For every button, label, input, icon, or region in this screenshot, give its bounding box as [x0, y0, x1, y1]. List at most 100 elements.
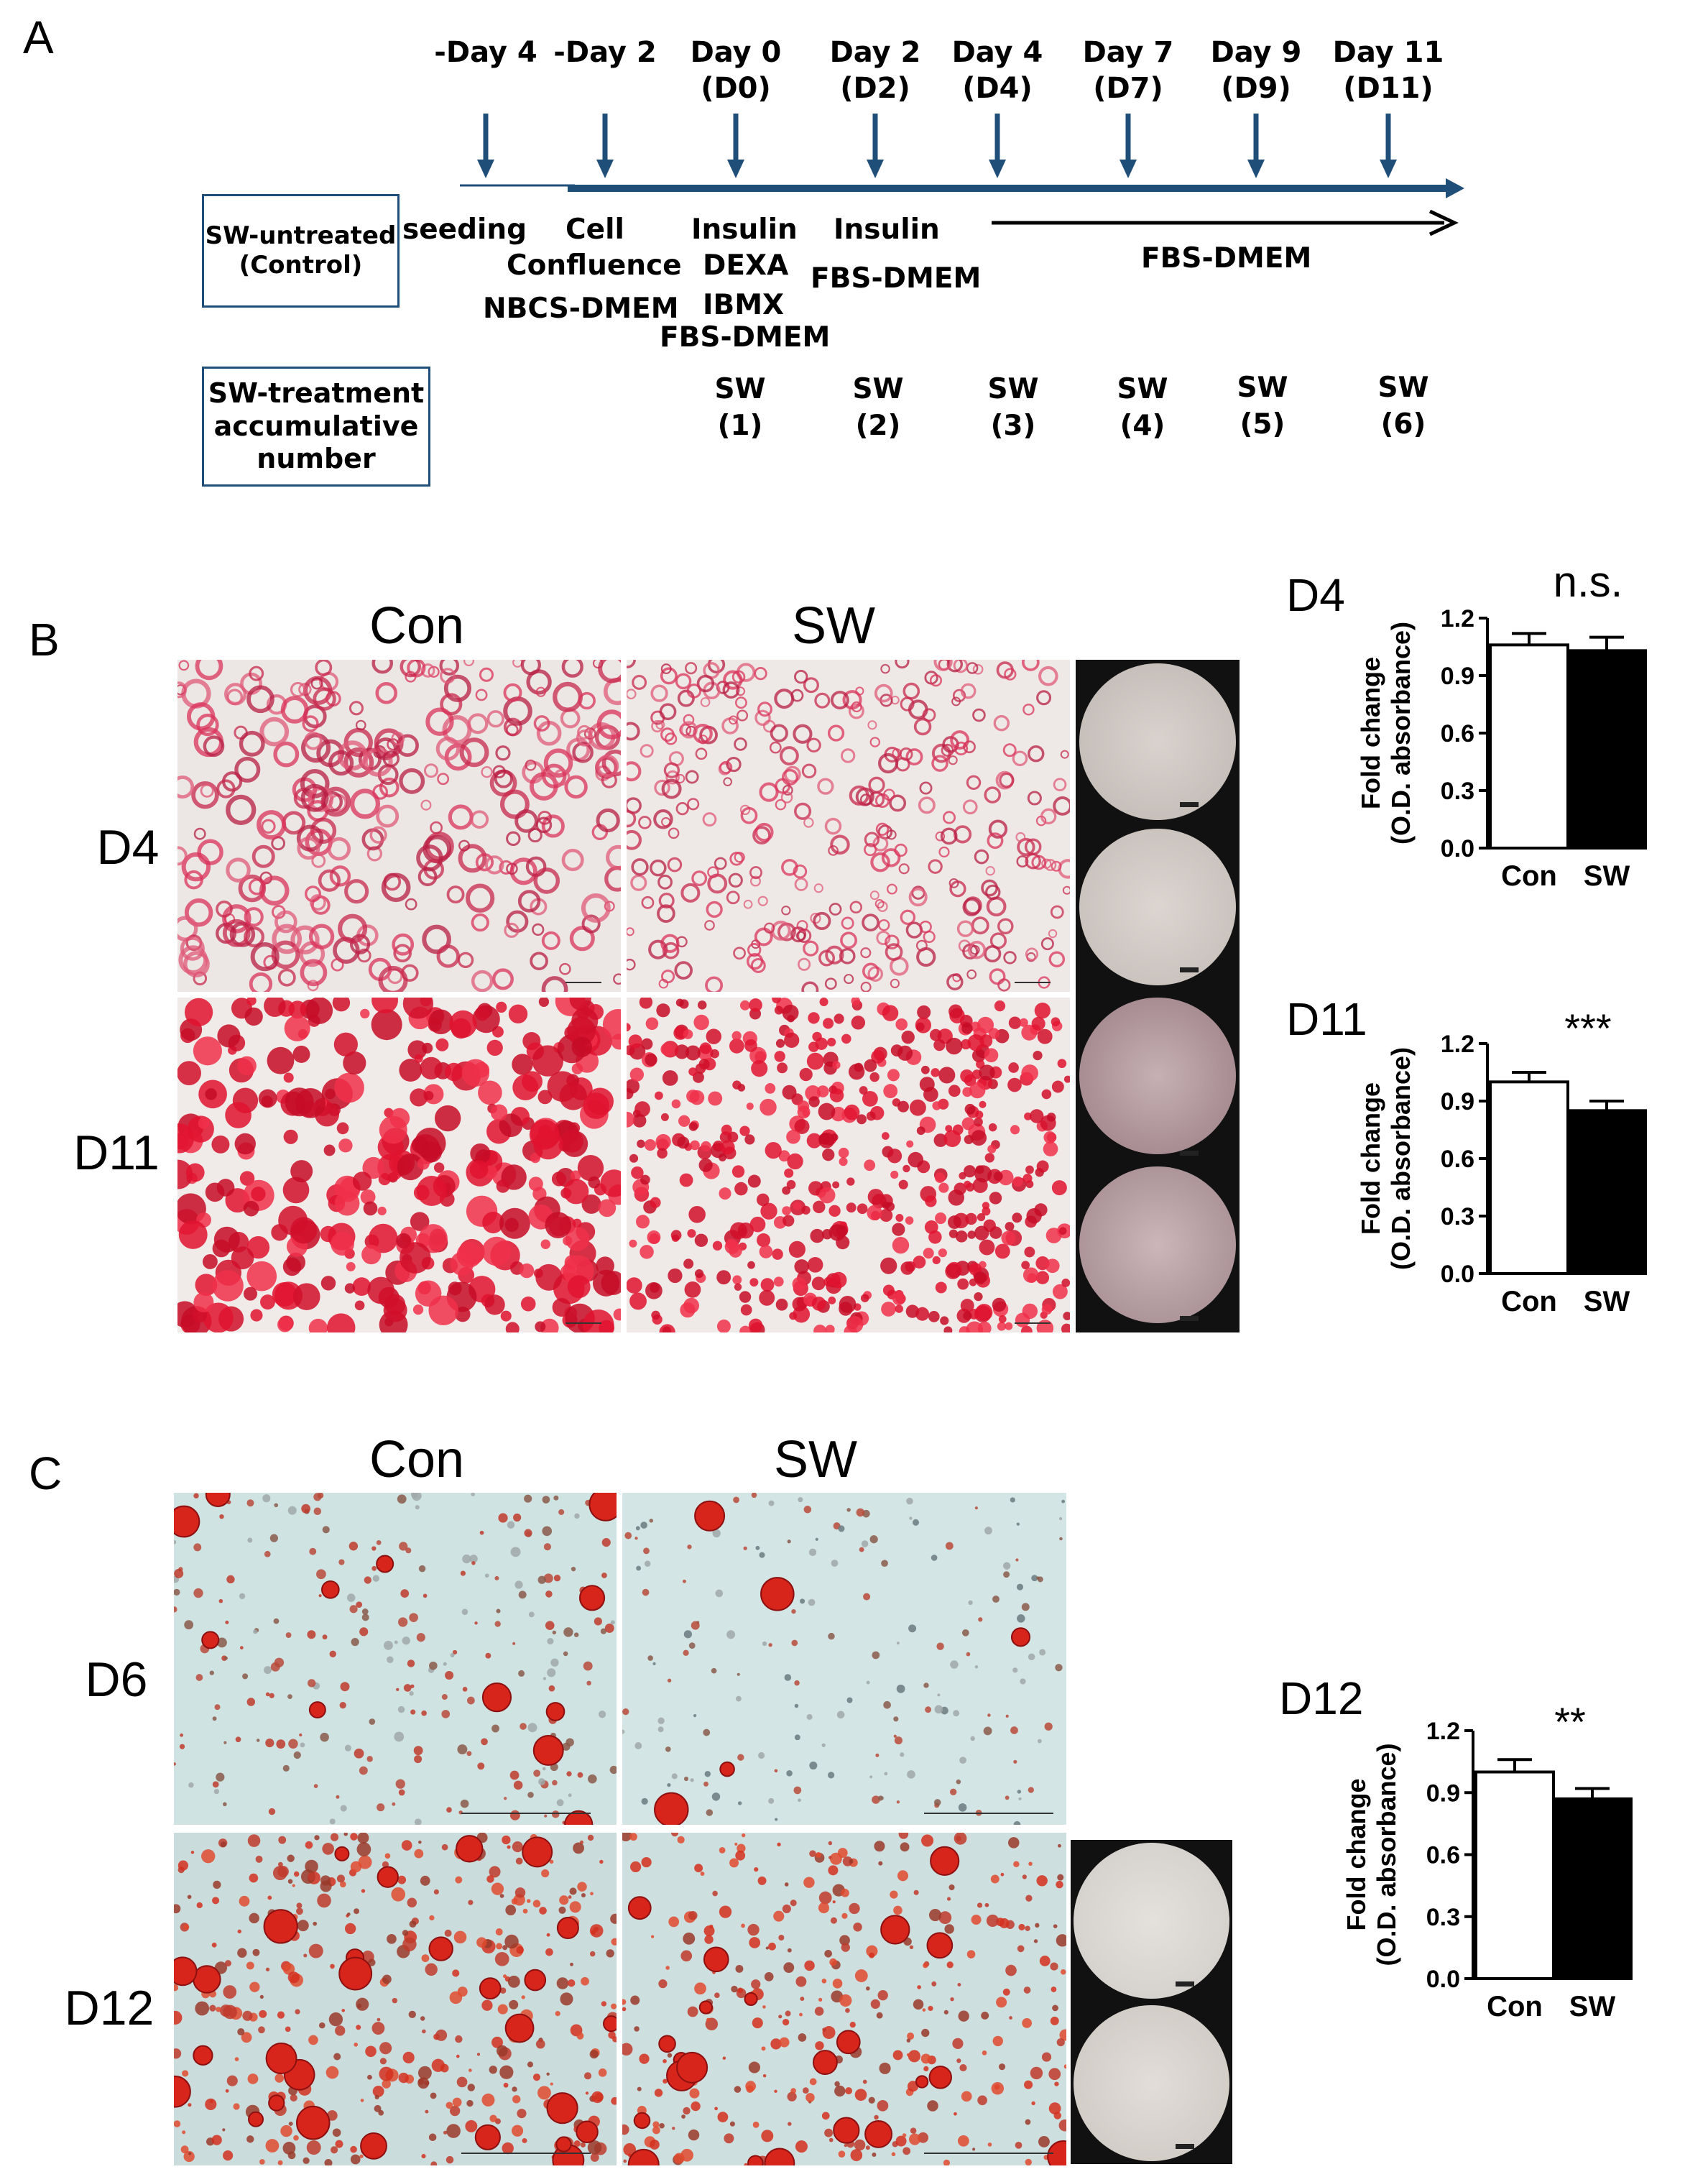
sw-item-count: (5) [1240, 408, 1285, 441]
panel-b-row-d4: D4 [96, 820, 160, 875]
sw-item-label: SW [714, 373, 766, 405]
day-label-line1: Day 7 [1082, 36, 1174, 69]
dish-b-sw-d11 [1079, 1166, 1236, 1323]
day-label-line1: -Day 4 [434, 36, 537, 69]
sw-item-count: (2) [855, 409, 901, 442]
panel-label-c: C [29, 1447, 63, 1499]
fbs-dmem-d0-label: FBS-DMEM [660, 321, 831, 354]
day-label-2: Day 0 (D0) [671, 34, 800, 106]
day-label-1: -Day 2 [540, 34, 670, 70]
day-label-6: Day 9 (D9) [1191, 34, 1321, 106]
panel-c-col-con: Con [369, 1431, 465, 1488]
day-arrows [477, 114, 1397, 178]
day-label-line2: (D11) [1343, 72, 1434, 105]
fbs-dmem-later-label: FBS-DMEM [1141, 242, 1312, 275]
control-box: SW-untreated (Control) [202, 194, 400, 308]
day-arrow-5 [1120, 114, 1137, 178]
y-tick-label: 0.6 [1441, 1146, 1474, 1173]
timeline-arrowhead [1446, 178, 1464, 198]
chart-c-d12: D12 ** Fold change(O.D. absorbance) 0.0 0.3 0… [1279, 1672, 1633, 2022]
chart-title: D12 [1279, 1672, 1363, 1724]
day-label-line2: (D7) [1093, 72, 1163, 105]
day-arrow-1 [596, 114, 614, 178]
micrograph-b-con-d11 [177, 998, 621, 1332]
timeline-diagram [460, 114, 1464, 236]
x-tick-label: SW [1584, 860, 1630, 892]
treatment-box: SW-treatment accumulative number [202, 367, 430, 487]
y-tick-label: 0.0 [1426, 1966, 1460, 1993]
y-tick-label: 0.9 [1441, 1088, 1474, 1115]
chart-title: D11 [1286, 993, 1367, 1045]
micrograph-b-con-d4 [177, 660, 621, 992]
day-arrow-0 [477, 114, 494, 178]
y-axis-label: Fold change(O.D. absorbance) [1342, 1743, 1401, 1966]
y-axis-label: Fold change(O.D. absorbance) [1356, 1047, 1416, 1270]
day-arrow-3 [867, 114, 884, 178]
y-tick-label: 1.2 [1441, 605, 1474, 632]
x-tick-label: Con [1501, 1286, 1557, 1317]
day-label-line2: (D4) [962, 72, 1033, 105]
panel-b-dish-strip [1076, 660, 1240, 1332]
treatment-box-line1: SW-treatment [208, 377, 425, 410]
day-label-line2: (D2) [840, 72, 910, 105]
panel-c-col-sw: SW [774, 1431, 857, 1488]
treatment-box-line3: number [257, 443, 376, 475]
micrograph-b-sw-d4 [627, 660, 1070, 992]
fbs-period-arrowhead [1428, 209, 1459, 236]
day-label-0: -Day 4 [421, 34, 550, 70]
day-label-line1: Day 9 [1210, 36, 1302, 69]
micrograph-b-sw-d11 [627, 998, 1070, 1332]
day-label-line1: Day 2 [829, 36, 921, 69]
y-tick-label: 1.2 [1441, 1031, 1474, 1058]
sw-item-1: SW (1) [697, 372, 783, 444]
day-label-7: Day 11 (D11) [1324, 34, 1453, 106]
insulin-d2-label: Insulin [834, 213, 940, 246]
panel-b-col-sw: SW [792, 597, 875, 655]
x-tick-label: Con [1487, 1991, 1543, 2022]
day-label-5: Day 7 (D7) [1063, 34, 1193, 106]
y-tick-label: 1.2 [1426, 1718, 1460, 1745]
bar-con [1489, 1080, 1569, 1275]
sw-item-label: SW [987, 373, 1039, 405]
micrograph-c-sw-d12 [622, 1833, 1066, 2165]
bar-sw [1566, 649, 1647, 850]
bar-sw [1566, 1109, 1647, 1275]
control-box-line1: SW-untreated [205, 221, 397, 251]
bar-con [1474, 1770, 1555, 1980]
y-axis-label: Fold change(O.D. absorbance) [1356, 622, 1416, 844]
treatment-box-line2: accumulative [213, 410, 419, 442]
panel-c-row-d12: D12 [64, 1981, 154, 2035]
day-label-line1: Day 4 [951, 36, 1043, 69]
micrograph-c-sw-d6 [622, 1493, 1066, 1825]
day-label-line1: -Day 2 [553, 36, 657, 69]
dish-b-con-d4 [1079, 663, 1236, 820]
y-tick-label: 0.0 [1441, 1261, 1474, 1288]
y-tick-label: 0.3 [1426, 1904, 1460, 1931]
y-tick-label: 0.6 [1426, 1842, 1460, 1869]
y-tick-label: 0.0 [1441, 835, 1474, 862]
panel-label-a: A [23, 11, 54, 63]
control-box-line2: (Control) [239, 251, 363, 280]
sw-item-count: (3) [990, 409, 1036, 442]
chart-title: D4 [1286, 569, 1345, 621]
sw-item-label: SW [1377, 372, 1429, 404]
day-arrow-4 [989, 114, 1006, 178]
sw-item-2: SW (2) [835, 372, 921, 444]
day-label-line2: (D0) [701, 72, 771, 105]
sw-item-label: SW [1237, 372, 1288, 404]
x-tick-label: SW [1569, 1991, 1616, 2022]
panel-c-row-d6: D6 [85, 1652, 148, 1707]
day-label-line2: (D9) [1221, 72, 1291, 105]
dish-b-con-d11 [1079, 998, 1236, 1154]
sw-item-count: (4) [1120, 409, 1165, 442]
panel-b-row-d11: D11 [73, 1125, 160, 1180]
x-tick-label: Con [1501, 860, 1557, 892]
chart-b-d11: D11 *** Fold change(O.D. absorbance) 0.0 0.3… [1286, 993, 1647, 1317]
dish-c-sw-d12 [1074, 2005, 1229, 2161]
insulin-d0-label: Insulin [691, 213, 798, 246]
significance-label: n.s. [1554, 558, 1623, 606]
chart-b-d4: D4 n.s. Fold change(O.D. absorbance) 0.0 0.3… [1286, 558, 1647, 892]
panel-b-col-con: Con [369, 597, 465, 655]
micrograph-c-con-d6 [174, 1493, 617, 1825]
day-arrow-6 [1247, 114, 1265, 178]
